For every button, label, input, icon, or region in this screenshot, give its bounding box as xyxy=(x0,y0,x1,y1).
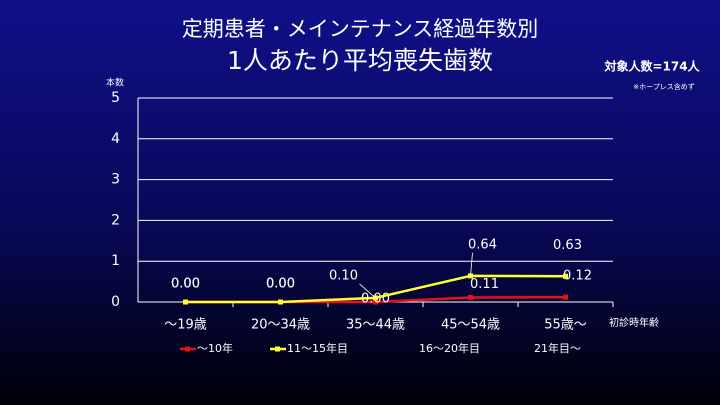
x-tick-label: 55歳～ xyxy=(544,318,587,333)
data-point xyxy=(373,299,378,305)
data-label: 0.10 xyxy=(329,268,358,283)
x-tick-label: 45～54歳 xyxy=(441,318,500,333)
data-label: 0.00 xyxy=(266,277,295,292)
legend-marker xyxy=(275,346,280,352)
leader-line xyxy=(359,283,376,299)
data-point xyxy=(468,295,473,301)
data-label: 0.00 xyxy=(266,277,295,292)
data-point xyxy=(563,273,568,279)
legend-label: ～10年 xyxy=(197,341,233,355)
chart-title: 1人あたり平均喪失歯数 xyxy=(227,46,493,75)
data-label: 0.63 xyxy=(553,238,582,253)
note: ※ホープレス含めず xyxy=(633,82,694,91)
y-tick-label: 0 xyxy=(111,294,120,310)
y-tick-label: 5 xyxy=(111,90,120,106)
legend-label: 16～20年目 xyxy=(419,341,480,355)
y-tick-label: 2 xyxy=(111,212,120,228)
y-axis-label: 本数 xyxy=(106,77,124,89)
legend-marker xyxy=(185,346,190,352)
y-tick-label: 3 xyxy=(111,172,120,188)
x-tick-label: 35～44歳 xyxy=(346,318,405,333)
y-tick-label: 4 xyxy=(111,131,120,147)
data-label: 0.64 xyxy=(468,237,497,252)
data-point xyxy=(278,299,283,305)
x-tick-label: ～19歳 xyxy=(164,318,207,333)
y-tick-label: 1 xyxy=(111,253,120,269)
subtitle: 対象人数=174人 xyxy=(603,59,700,74)
leader-line xyxy=(470,252,473,276)
data-label: 0.12 xyxy=(563,269,592,284)
legend-label: 21年目～ xyxy=(534,341,581,355)
chart-title: 定期患者・メインテナンス経過年数別 xyxy=(182,17,539,41)
data-point xyxy=(183,299,188,305)
data-label: 0.11 xyxy=(470,277,499,292)
data-label: 0.00 xyxy=(171,277,200,292)
legend-label: 11～15年目 xyxy=(287,341,348,355)
x-axis-label: 初診時年齢 xyxy=(609,316,659,329)
data-point xyxy=(563,294,568,300)
x-tick-label: 20～34歳 xyxy=(251,318,310,333)
data-label: 0.00 xyxy=(171,277,200,292)
